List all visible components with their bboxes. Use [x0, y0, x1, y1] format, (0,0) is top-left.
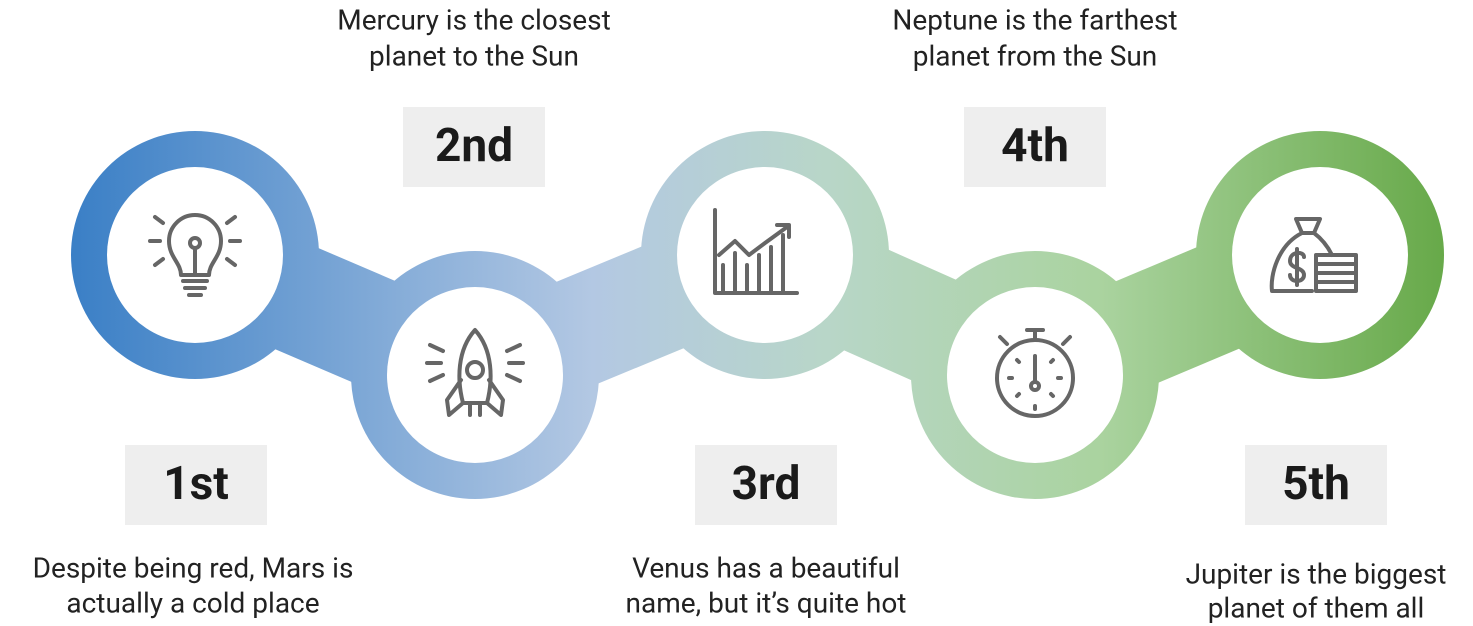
rank-label: 4th	[1001, 119, 1069, 173]
description: actually a cold place	[66, 586, 319, 619]
rank-box	[125, 445, 267, 525]
description: name, but it’s quite hot	[626, 586, 907, 619]
rank-box	[964, 107, 1106, 187]
rank-label: 1st	[163, 457, 229, 511]
stopwatch-icon	[995, 328, 1075, 418]
rank-box	[1245, 445, 1387, 525]
description: Jupiter is the biggest	[1186, 557, 1447, 590]
ring-inner	[387, 287, 563, 463]
description: planet of them all	[1208, 591, 1425, 624]
description: planet from the Sun	[913, 39, 1158, 72]
description: Mercury is the closest	[337, 3, 610, 36]
rank-label: 2nd	[435, 119, 513, 173]
rings	[71, 131, 1444, 499]
description: Neptune is the farthest	[892, 3, 1177, 36]
chart-icon	[713, 208, 799, 295]
rank-box	[695, 445, 837, 525]
description: Venus has a beautiful	[632, 551, 900, 584]
rank-label: 3rd	[732, 457, 801, 511]
description: Despite being red, Mars is	[33, 551, 354, 584]
ring-inner	[677, 167, 853, 343]
rank-label: 5th	[1282, 457, 1350, 511]
description: planet to the Sun	[369, 39, 579, 72]
rocket-icon	[425, 328, 525, 417]
lightbulb-icon	[148, 213, 242, 297]
money-icon	[1269, 217, 1358, 293]
rank-box	[403, 107, 545, 187]
